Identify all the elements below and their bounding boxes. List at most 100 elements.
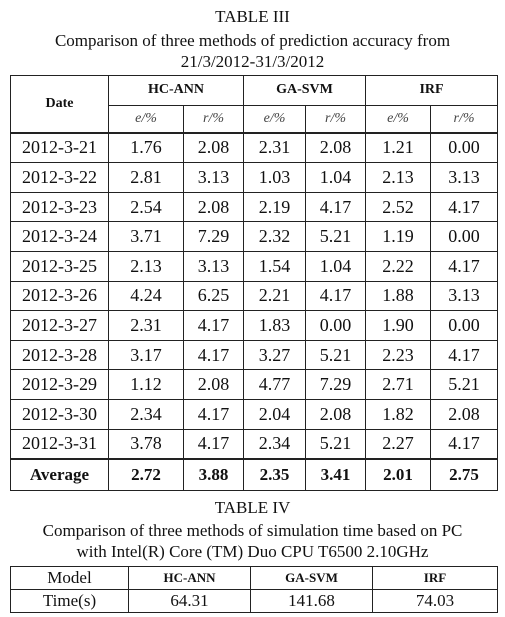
cell: 2.27 xyxy=(365,428,431,460)
cell: 0.00 xyxy=(305,310,366,341)
table-caption: Comparison of three methods of simulatio… xyxy=(42,521,463,540)
cell: 5.21 xyxy=(305,339,366,371)
header-row: Model HC-ANN GA-SVM IRF xyxy=(10,566,498,590)
cell: 2.19 xyxy=(243,191,306,223)
cell: 2.08 xyxy=(183,191,244,223)
data-row: 2012-3-24 3.71 7.29 2.32 5.21 1.19 0.00 xyxy=(10,221,498,252)
data-row: 2012-3-30 2.34 4.17 2.04 2.08 1.82 2.08 xyxy=(10,398,498,430)
cell: 2.22 xyxy=(365,250,431,282)
cell: 4.17 xyxy=(183,310,244,341)
cell: 6.25 xyxy=(183,280,244,312)
cell: 2.08 xyxy=(305,398,366,430)
data-row: 2012-3-27 2.31 4.17 1.83 0.00 1.90 0.00 xyxy=(10,310,498,341)
cell: 2.52 xyxy=(365,191,431,223)
header-cell: HC-ANN xyxy=(128,566,251,590)
cell: 1.04 xyxy=(305,250,366,282)
table-caption: 21/3/2012-31/3/2012 xyxy=(180,52,325,71)
cell: 3.17 xyxy=(108,339,184,371)
cell: 2.31 xyxy=(108,310,184,341)
cell: 4.17 xyxy=(183,398,244,430)
cell: 5.21 xyxy=(430,369,498,400)
cell: 3.88 xyxy=(183,458,244,492)
cell: 2.72 xyxy=(108,458,184,492)
header-cell: Model xyxy=(10,566,129,590)
cell: 2012-3-28 xyxy=(10,339,109,371)
cell: 1.88 xyxy=(365,280,431,312)
cell: 2.08 xyxy=(430,398,498,430)
cell: 4.17 xyxy=(430,191,498,223)
cell: 2012-3-22 xyxy=(10,162,109,193)
cell: 2012-3-29 xyxy=(10,369,109,400)
cell: 2.08 xyxy=(305,131,366,164)
cell: 64.31 xyxy=(128,589,251,613)
cell: 2012-3-21 xyxy=(10,131,109,164)
cell: 2.21 xyxy=(243,280,306,312)
cell: 2.54 xyxy=(108,191,184,223)
cell: 4.17 xyxy=(183,339,244,371)
cell: 2012-3-27 xyxy=(10,310,109,341)
data-row: 2012-3-23 2.54 2.08 2.19 4.17 2.52 4.17 xyxy=(10,191,498,223)
cell: 1.76 xyxy=(108,131,184,164)
cell: 4.24 xyxy=(108,280,184,312)
cell: 1.19 xyxy=(365,221,431,252)
subheader-cell: e/% xyxy=(108,104,184,134)
cell: 5.21 xyxy=(305,428,366,460)
cell: 2.04 xyxy=(243,398,306,430)
cell: 2.32 xyxy=(243,221,306,252)
data-row: 2012-3-31 3.78 4.17 2.34 5.21 2.27 4.17 xyxy=(10,428,498,460)
cell: 5.21 xyxy=(305,221,366,252)
cell: 4.17 xyxy=(430,428,498,460)
header-cell: IRF xyxy=(372,566,498,590)
cell: 2.75 xyxy=(430,458,498,492)
data-row: 2012-3-29 1.12 2.08 4.77 7.29 2.71 5.21 xyxy=(10,369,498,400)
cell: 1.54 xyxy=(243,250,306,282)
cell: 4.17 xyxy=(430,250,498,282)
cell: 2012-3-26 xyxy=(10,280,109,312)
cell: 1.82 xyxy=(365,398,431,430)
data-row: 2012-3-26 4.24 6.25 2.21 4.17 1.88 3.13 xyxy=(10,280,498,312)
cell: 3.13 xyxy=(183,162,244,193)
cell: 0.00 xyxy=(430,310,498,341)
cell: 0.00 xyxy=(430,131,498,164)
cell: 1.90 xyxy=(365,310,431,341)
group-header: GA-SVM xyxy=(243,75,366,106)
table-caption: Comparison of three methods of predictio… xyxy=(54,31,451,50)
cell: 3.27 xyxy=(243,339,306,371)
cell: 2.31 xyxy=(243,131,306,164)
cell: 1.21 xyxy=(365,131,431,164)
cell: 2.35 xyxy=(243,458,306,492)
table-caption: with Intel(R) Core (TM) Duo CPU T6500 2.… xyxy=(76,542,429,561)
data-row: 2012-3-21 1.76 2.08 2.31 2.08 1.21 0.00 xyxy=(10,131,498,164)
group-header: HC-ANN xyxy=(108,75,244,106)
cell: 3.71 xyxy=(108,221,184,252)
header-row: Date HC-ANN GA-SVM IRF xyxy=(10,74,498,134)
cell: 3.41 xyxy=(305,458,366,492)
cell: 3.78 xyxy=(108,428,184,460)
cell: 2.01 xyxy=(365,458,431,492)
cell: 141.68 xyxy=(250,589,373,613)
data-row: Time(s) 64.31 141.68 74.03 xyxy=(10,589,498,613)
cell: 4.17 xyxy=(305,191,366,223)
cell: 1.04 xyxy=(305,162,366,193)
cell: 2.08 xyxy=(183,131,244,164)
cell: 2012-3-24 xyxy=(10,221,109,252)
cell: 1.83 xyxy=(243,310,306,341)
table-label: TABLE IV xyxy=(214,498,291,517)
data-row: 2012-3-25 2.13 3.13 1.54 1.04 2.22 4.17 xyxy=(10,250,498,282)
cell: Average xyxy=(10,458,109,492)
cell: 4.17 xyxy=(183,428,244,460)
cell: 2.81 xyxy=(108,162,184,193)
cell: 2012-3-31 xyxy=(10,428,109,460)
cell: 2.08 xyxy=(183,369,244,400)
cell: 2.23 xyxy=(365,339,431,371)
cell: 2.71 xyxy=(365,369,431,400)
cell: 1.03 xyxy=(243,162,306,193)
cell: 3.13 xyxy=(183,250,244,282)
subheader-cell: e/% xyxy=(365,104,431,134)
data-row: 2012-3-28 3.17 4.17 3.27 5.21 2.23 4.17 xyxy=(10,339,498,371)
cell: 2012-3-23 xyxy=(10,191,109,223)
cell: 3.13 xyxy=(430,162,498,193)
cell: Time(s) xyxy=(10,589,129,613)
group-header: IRF xyxy=(365,75,498,106)
cell: 2012-3-25 xyxy=(10,250,109,282)
